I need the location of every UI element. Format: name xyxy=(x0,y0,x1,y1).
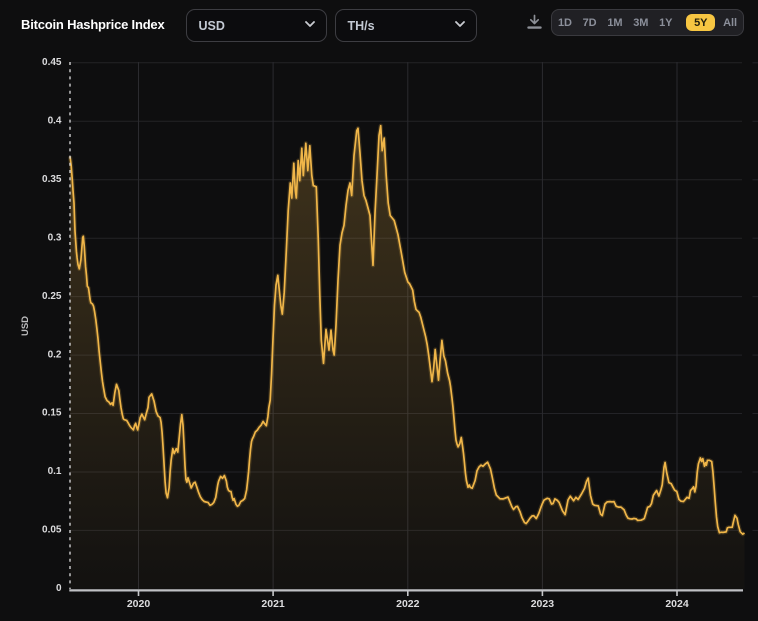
svg-text:0.4: 0.4 xyxy=(48,116,62,127)
svg-text:0.1: 0.1 xyxy=(48,466,62,477)
svg-text:2021: 2021 xyxy=(261,598,285,610)
svg-text:0.3: 0.3 xyxy=(48,232,62,243)
svg-text:0.05: 0.05 xyxy=(42,525,62,536)
svg-text:2020: 2020 xyxy=(127,598,151,610)
svg-text:0.45: 0.45 xyxy=(42,57,62,68)
svg-text:0.35: 0.35 xyxy=(42,174,62,185)
svg-text:0: 0 xyxy=(56,583,62,594)
svg-text:USD: USD xyxy=(20,316,31,336)
svg-text:2023: 2023 xyxy=(531,598,555,610)
svg-text:2022: 2022 xyxy=(396,598,420,610)
svg-text:0.25: 0.25 xyxy=(42,291,62,302)
svg-text:2024: 2024 xyxy=(665,598,689,610)
svg-text:0.2: 0.2 xyxy=(48,349,62,360)
svg-text:0.15: 0.15 xyxy=(42,408,62,419)
